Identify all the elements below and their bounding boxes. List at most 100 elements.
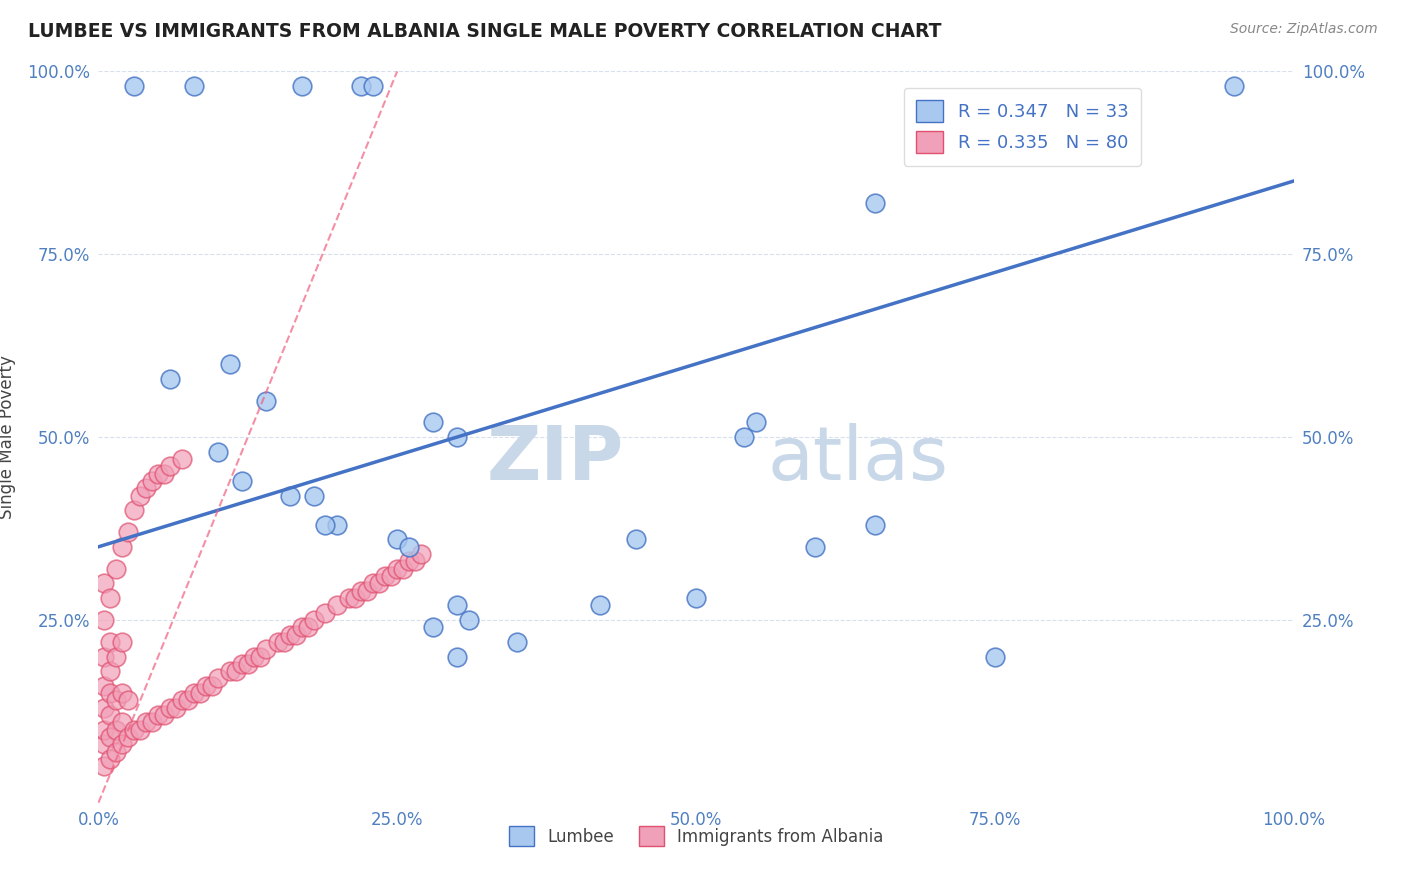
Point xyxy=(506,635,529,649)
Point xyxy=(153,467,176,481)
Point xyxy=(111,540,134,554)
Point xyxy=(111,686,134,700)
Point xyxy=(98,591,122,605)
Point xyxy=(380,569,402,583)
Point xyxy=(745,416,768,430)
Point xyxy=(422,620,444,634)
Point xyxy=(326,517,349,532)
Point xyxy=(159,700,181,714)
Point xyxy=(404,554,426,568)
Point xyxy=(124,78,146,93)
Point xyxy=(1223,78,1246,93)
Point xyxy=(225,664,247,678)
Point xyxy=(302,489,325,503)
Point xyxy=(117,693,139,707)
Point xyxy=(93,759,115,773)
Point xyxy=(219,357,242,371)
Point xyxy=(254,393,277,408)
Point xyxy=(626,533,648,547)
Text: ZIP: ZIP xyxy=(486,423,624,496)
Point xyxy=(984,649,1007,664)
Text: LUMBEE VS IMMIGRANTS FROM ALBANIA SINGLE MALE POVERTY CORRELATION CHART: LUMBEE VS IMMIGRANTS FROM ALBANIA SINGLE… xyxy=(28,22,942,41)
Point xyxy=(865,196,887,211)
Point xyxy=(207,672,229,686)
Point xyxy=(243,649,266,664)
Point xyxy=(398,554,420,568)
Point xyxy=(195,679,218,693)
Point xyxy=(188,686,211,700)
Point xyxy=(284,627,307,641)
Point xyxy=(344,591,367,605)
Point xyxy=(422,416,444,430)
Point xyxy=(733,430,755,444)
Point xyxy=(141,715,163,730)
Legend: Lumbee, Immigrants from Albania: Lumbee, Immigrants from Albania xyxy=(502,820,890,853)
Point xyxy=(148,708,170,723)
Point xyxy=(278,489,301,503)
Text: Source: ZipAtlas.com: Source: ZipAtlas.com xyxy=(1230,22,1378,37)
Point xyxy=(153,708,176,723)
Point xyxy=(236,657,259,671)
Point xyxy=(148,467,170,481)
Point xyxy=(129,489,152,503)
Point xyxy=(446,430,468,444)
Point xyxy=(93,700,115,714)
Point xyxy=(172,693,194,707)
Point xyxy=(177,693,200,707)
Point xyxy=(117,730,139,744)
Point xyxy=(231,657,253,671)
Point xyxy=(159,459,181,474)
Point xyxy=(398,540,420,554)
Point xyxy=(804,540,827,554)
Point xyxy=(159,371,181,385)
Point xyxy=(141,474,163,488)
Point xyxy=(291,620,314,634)
Point xyxy=(297,620,319,634)
Point xyxy=(315,606,337,620)
Point xyxy=(249,649,271,664)
Point xyxy=(411,547,433,561)
Point xyxy=(589,599,612,613)
Point xyxy=(385,533,409,547)
Point xyxy=(273,635,295,649)
Point xyxy=(129,723,152,737)
Point xyxy=(93,723,115,737)
Point xyxy=(326,599,349,613)
Text: atlas: atlas xyxy=(768,423,949,496)
Point xyxy=(111,635,134,649)
Point xyxy=(93,737,115,751)
Point xyxy=(363,78,385,93)
Point xyxy=(105,562,128,576)
Point xyxy=(231,474,253,488)
Point xyxy=(98,664,122,678)
Point xyxy=(219,664,242,678)
Point xyxy=(111,715,134,730)
Point xyxy=(446,649,468,664)
Point xyxy=(254,642,277,657)
Point xyxy=(105,723,128,737)
Point xyxy=(105,649,128,664)
Y-axis label: Single Male Poverty: Single Male Poverty xyxy=(0,355,15,519)
Point xyxy=(368,576,391,591)
Point xyxy=(183,686,205,700)
Point xyxy=(350,78,373,93)
Point xyxy=(105,745,128,759)
Point xyxy=(267,635,290,649)
Point xyxy=(98,635,122,649)
Point xyxy=(183,78,205,93)
Point xyxy=(278,627,301,641)
Point xyxy=(458,613,481,627)
Point xyxy=(105,693,128,707)
Point xyxy=(124,503,146,517)
Point xyxy=(363,576,385,591)
Point xyxy=(135,481,157,495)
Point xyxy=(172,452,194,467)
Point xyxy=(291,78,314,93)
Point xyxy=(339,591,361,605)
Point xyxy=(315,517,337,532)
Point xyxy=(350,583,373,598)
Point xyxy=(98,730,122,744)
Point xyxy=(865,517,887,532)
Point xyxy=(93,679,115,693)
Point xyxy=(356,583,378,598)
